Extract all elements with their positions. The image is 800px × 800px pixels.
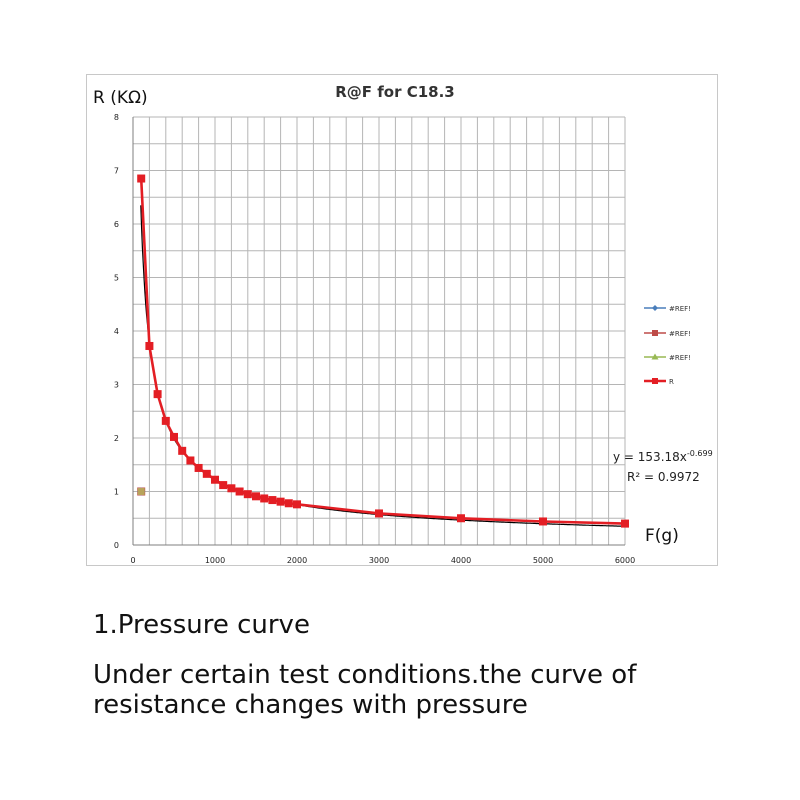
legend-label: #REF! bbox=[669, 330, 691, 338]
section-heading: 1.Pressure curve bbox=[93, 610, 310, 640]
data-point-r bbox=[170, 432, 178, 441]
x-axis-label: F(g) bbox=[645, 526, 679, 546]
x-tick-label: 3000 bbox=[369, 556, 389, 565]
y-tick-label: 5 bbox=[114, 274, 119, 283]
data-point-ref3 bbox=[137, 488, 145, 495]
legend-label: R bbox=[669, 378, 674, 386]
data-point-r bbox=[145, 341, 154, 350]
y-tick-label: 8 bbox=[114, 113, 119, 122]
data-point-r bbox=[202, 469, 211, 478]
y-tick-label: 6 bbox=[114, 220, 119, 229]
data-point-r bbox=[227, 484, 236, 493]
y-axis-label: R (KΩ) bbox=[93, 88, 148, 108]
x-tick-label: 1000 bbox=[205, 556, 225, 565]
chart-title: R@F for C18.3 bbox=[335, 83, 455, 101]
section-description: Under certain test conditions.the curve … bbox=[93, 660, 637, 720]
data-point-r bbox=[219, 481, 228, 490]
data-point-r bbox=[293, 500, 301, 509]
data-point-r bbox=[194, 463, 203, 472]
y-tick-label: 3 bbox=[114, 381, 119, 390]
x-tick-label: 6000 bbox=[615, 556, 635, 565]
legend-marker bbox=[652, 305, 658, 311]
legend-label: #REF! bbox=[669, 305, 691, 313]
data-point-r bbox=[268, 496, 277, 505]
data-point-r bbox=[539, 517, 547, 526]
y-tick-label: 7 bbox=[114, 167, 119, 176]
data-point-r bbox=[260, 494, 269, 503]
data-point-r bbox=[276, 497, 285, 506]
data-point-r bbox=[161, 416, 170, 425]
y-tick-label: 1 bbox=[114, 488, 119, 497]
x-tick-label: 0 bbox=[130, 556, 135, 565]
data-point-r bbox=[186, 456, 195, 465]
series-line-r bbox=[139, 178, 626, 525]
y-tick-label: 2 bbox=[114, 434, 119, 443]
x-tick-label: 5000 bbox=[533, 556, 553, 565]
data-point-r bbox=[178, 446, 187, 455]
data-point-r bbox=[211, 475, 219, 484]
y-tick-label: 4 bbox=[114, 327, 119, 336]
legend-marker bbox=[652, 330, 658, 336]
trendline-equation: y = 153.18x-0.699 bbox=[613, 449, 713, 464]
data-point-r bbox=[235, 487, 244, 496]
y-tick-label: 0 bbox=[114, 541, 119, 550]
data-point-r bbox=[621, 519, 629, 528]
data-point-r bbox=[252, 492, 260, 501]
data-point-r bbox=[153, 390, 162, 399]
trendline-r-squared: R² = 0.9972 bbox=[627, 470, 700, 484]
data-point-r bbox=[284, 499, 293, 508]
resistance-force-chart: 0 1 2 3 4 5 6 7 8 0 1000 2000 3000 4000 5000 6000 R@F fo… bbox=[93, 83, 713, 565]
chart-frame: 0 1 2 3 4 5 6 7 8 0 1000 2000 3000 4000 5000 6000 R@F fo… bbox=[86, 74, 718, 566]
x-tick-label: 2000 bbox=[287, 556, 307, 565]
x-tick-label: 4000 bbox=[451, 556, 471, 565]
data-point-r bbox=[137, 174, 146, 183]
data-point-r bbox=[375, 509, 383, 518]
legend-marker bbox=[652, 378, 658, 384]
data-point-r bbox=[243, 490, 252, 499]
data-point-r bbox=[457, 514, 465, 523]
legend-label: #REF! bbox=[669, 354, 691, 362]
legend-marker bbox=[651, 353, 659, 360]
